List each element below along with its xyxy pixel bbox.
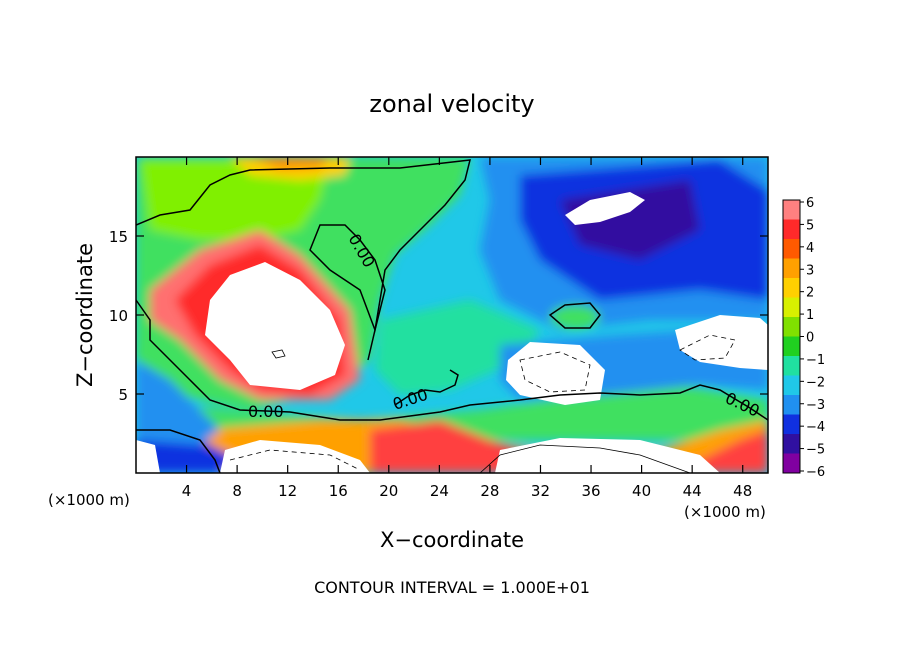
x-tick-label: 8: [232, 482, 242, 500]
field-region: [205, 262, 345, 390]
thin-contour-lines: [229, 334, 736, 473]
colorbar-label: −2: [806, 375, 825, 390]
x-tick-label: 48: [733, 482, 752, 500]
colorbar-swatch: [783, 336, 800, 357]
colorbar-label: 0: [806, 331, 814, 346]
colorbar-label: 3: [806, 263, 814, 278]
field-region: [495, 438, 720, 473]
x-tick-label: 12: [278, 482, 297, 500]
x-axis-label: X−coordinate: [380, 528, 524, 552]
x-axis: 4 8 12 16 20 24 28 32 36 40 44 48: [182, 157, 752, 500]
colorbar-label: −3: [806, 398, 825, 413]
colorbar-swatch: [783, 375, 800, 396]
y-tick-label: 10: [109, 307, 128, 325]
field-region: [140, 160, 330, 240]
zero-contour: [309, 224, 386, 333]
thin-contour: [519, 351, 591, 393]
thin-contour: [271, 349, 286, 359]
colorbar: 6 5 4 3 2 1 0 −1 −2 −3 −4 −5 −6: [782, 196, 825, 480]
x-tick-label: 32: [531, 482, 550, 500]
x-tick-label: 20: [379, 482, 398, 500]
thin-contour: [229, 449, 361, 471]
chart-title: zonal velocity: [369, 90, 534, 118]
zero-contour: [136, 299, 768, 421]
colorbar-swatch: [783, 453, 800, 474]
colorbar-label: 5: [806, 218, 814, 233]
contour-lines: [136, 159, 768, 473]
colorbar-swatch: [783, 239, 800, 259]
colorbar-label: −4: [806, 420, 825, 435]
x-tick-label: 4: [182, 482, 192, 500]
colorbar-swatch: [783, 414, 800, 435]
plot-area: 0.00 0.00 0.00 0.00: [136, 157, 768, 473]
thin-contour: [679, 334, 736, 361]
field-region: [375, 300, 540, 395]
field-region: [220, 440, 370, 473]
contour-interval-note: CONTOUR INTERVAL = 1.000E+01: [314, 578, 590, 597]
y-axis-label: Z−coordinate: [73, 243, 97, 387]
y-axis: 5 10 15: [109, 228, 768, 404]
field-region: [675, 315, 768, 370]
x-tick-label: 28: [480, 482, 499, 500]
y-tick-label: 15: [109, 228, 128, 246]
colorbar-swatch: [783, 395, 800, 415]
colorbar-swatch: [783, 317, 800, 337]
colorbar-swatch: [783, 258, 800, 279]
field-region: [370, 420, 768, 473]
field-region: [136, 440, 160, 473]
velocity-field: [136, 157, 768, 473]
colorbar-swatch: [783, 356, 800, 376]
x-tick-label: 44: [683, 482, 702, 500]
field-region: [550, 305, 600, 329]
colorbar-swatch: [783, 434, 800, 454]
colorbar-label: −6: [806, 465, 825, 480]
field-region: [250, 157, 330, 170]
field-region: [565, 192, 645, 225]
x-tick-label: 16: [329, 482, 348, 500]
x-tick-label: 24: [430, 482, 449, 500]
colorbar-label: −1: [806, 353, 825, 368]
thin-contour: [479, 444, 691, 473]
colorbar-swatch: [783, 219, 800, 240]
colorbar-label: −5: [806, 443, 825, 458]
x-tick-label: 40: [632, 482, 651, 500]
zero-contour: [548, 302, 601, 329]
colorbar-label: 4: [806, 241, 814, 256]
contour-label: 0.00: [248, 402, 284, 421]
zero-contour: [136, 429, 221, 473]
zero-contour: [136, 159, 471, 361]
x-tick-label: 36: [581, 482, 600, 500]
x-unit-label: (×1000 m): [684, 503, 766, 521]
colorbar-swatch: [783, 200, 800, 220]
colorbar-swatch: [783, 297, 800, 318]
zero-contour: [394, 369, 459, 406]
colorbar-label: 2: [806, 286, 814, 301]
z-unit-label: (×1000 m): [48, 491, 130, 509]
colorbar-swatch: [783, 278, 800, 298]
colorbar-label: 1: [806, 308, 814, 323]
field-region: [136, 360, 220, 445]
colorbar-label: 6: [806, 196, 814, 211]
y-tick-label: 5: [118, 386, 128, 404]
